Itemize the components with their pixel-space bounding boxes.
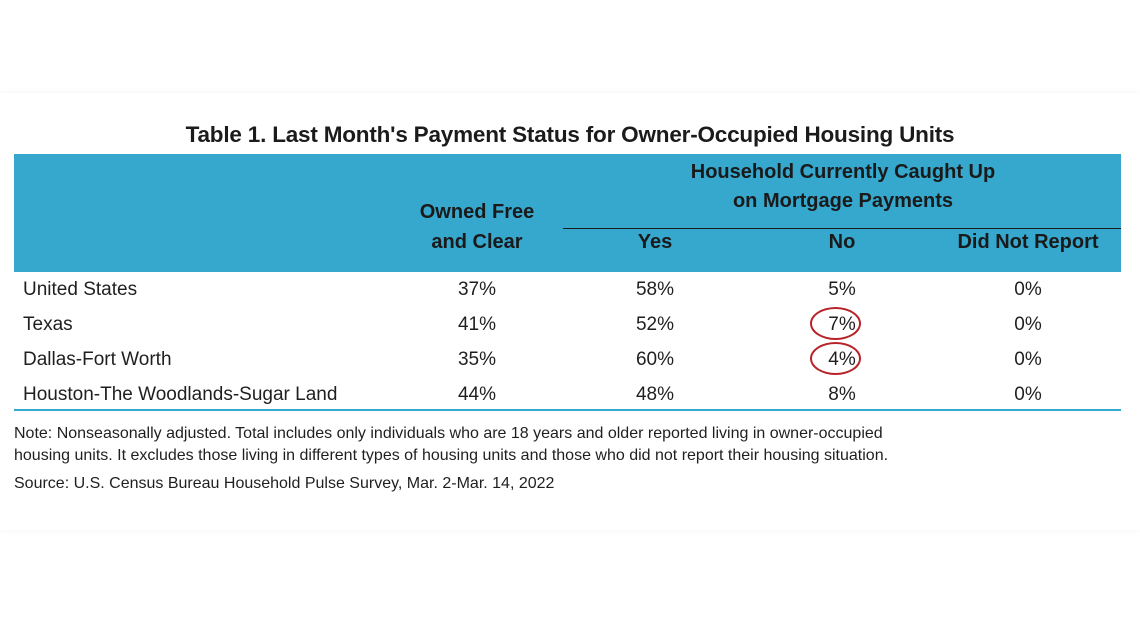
header-did-not-report: Did Not Report bbox=[957, 231, 1099, 253]
table-row: United States 37% 58% 5% 0% bbox=[14, 272, 1121, 307]
table-notes: Note: Nonseasonally adjusted. Total incl… bbox=[14, 423, 1114, 495]
cell-yes: 48% bbox=[635, 384, 675, 405]
cell-did-not-report: 0% bbox=[1014, 314, 1042, 335]
header-group-line1: Household Currently Caught Up bbox=[690, 161, 996, 183]
cell-owned: 37% bbox=[457, 279, 497, 300]
header-yes: Yes bbox=[637, 231, 673, 253]
highlight-circle bbox=[810, 307, 861, 340]
table-sheet: Table 1. Last Month's Payment Status for… bbox=[0, 93, 1140, 530]
cell-did-not-report: 0% bbox=[1014, 349, 1042, 370]
note-line-2: housing units. It excludes those living … bbox=[14, 447, 889, 464]
cell-yes: 52% bbox=[635, 314, 675, 335]
row-label: United States bbox=[23, 279, 138, 300]
header-group-line2: on Mortgage Payments bbox=[732, 190, 954, 212]
row-label: Texas bbox=[23, 314, 73, 335]
cell-did-not-report: 0% bbox=[1014, 384, 1042, 405]
table-row: Houston-The Woodlands-Sugar Land 44% 48%… bbox=[14, 377, 1121, 412]
source-line: Source: U.S. Census Bureau Household Pul… bbox=[14, 475, 555, 492]
cell-yes: 60% bbox=[635, 349, 675, 370]
cell-did-not-report: 0% bbox=[1014, 279, 1042, 300]
header-no: No bbox=[828, 231, 856, 253]
cell-no: 5% bbox=[828, 279, 856, 300]
table-body: United States 37% 58% 5% 0% Texas 41% 52… bbox=[14, 272, 1121, 412]
table-bottom-rule bbox=[14, 409, 1121, 411]
cell-no: 8% bbox=[828, 384, 856, 405]
cell-owned: 35% bbox=[457, 349, 497, 370]
header-group-divider bbox=[563, 228, 1121, 229]
cell-owned: 41% bbox=[457, 314, 497, 335]
row-label: Dallas-Fort Worth bbox=[23, 349, 172, 370]
table-row: Texas 41% 52% 7% 0% bbox=[14, 307, 1121, 342]
cell-yes: 58% bbox=[635, 279, 675, 300]
row-label: Houston-The Woodlands-Sugar Land bbox=[23, 384, 338, 405]
highlight-circle bbox=[810, 342, 861, 375]
table-title: Table 1. Last Month's Payment Status for… bbox=[185, 122, 955, 147]
table-header: Owned Free and Clear Household Currently… bbox=[14, 154, 1121, 272]
note-line-1: Note: Nonseasonally adjusted. Total incl… bbox=[14, 425, 883, 442]
header-owned-line1: Owned Free bbox=[419, 201, 535, 223]
cell-owned: 44% bbox=[457, 384, 497, 405]
header-owned-line2: and Clear bbox=[431, 231, 523, 253]
table-row: Dallas-Fort Worth 35% 60% 4% 0% bbox=[14, 342, 1121, 377]
